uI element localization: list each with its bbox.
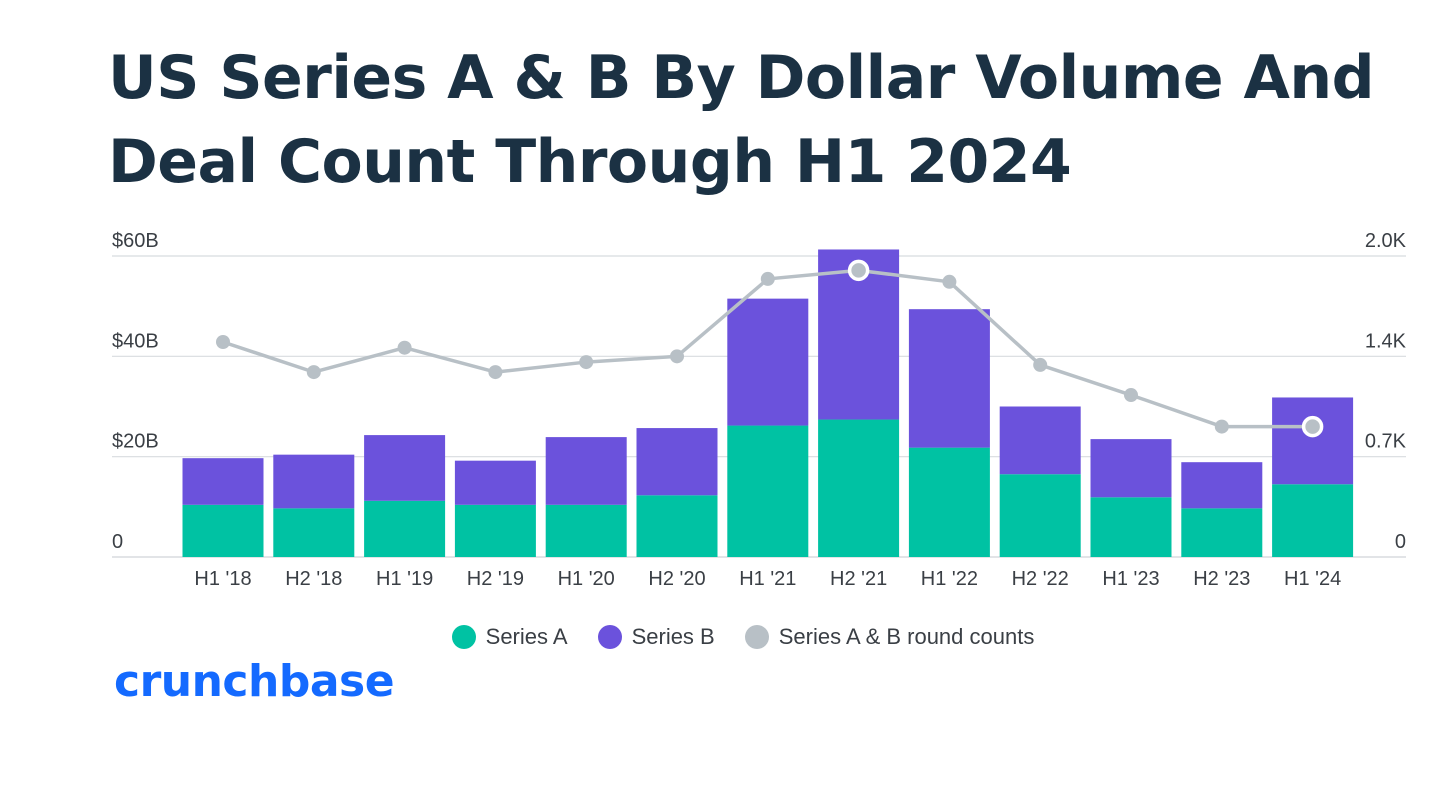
- line-point-round-counts: [488, 365, 503, 380]
- bar-series-a: [818, 419, 900, 557]
- bar-series-b: [454, 460, 536, 505]
- legend-label-series-b: Series B: [631, 624, 715, 649]
- left-axis-tick-label: $40B: [112, 330, 159, 352]
- x-axis-tick-label: H2 '21: [830, 568, 887, 590]
- bar-series-a: [545, 504, 627, 557]
- chart-legend: Series A Series B Series A & B round cou…: [0, 624, 1456, 650]
- crunchbase-logo: crunchbase: [114, 656, 395, 707]
- line-point-round-counts: [1033, 357, 1048, 372]
- line-point-round-counts: [670, 349, 684, 364]
- x-axis-tick-label: H1 '21: [739, 568, 796, 590]
- line-point-round-counts: [942, 274, 957, 289]
- right-axis-tick-label: 0.7K: [1365, 431, 1407, 453]
- bar-series-b: [1181, 462, 1263, 509]
- legend-label-series-a: Series A: [485, 624, 568, 649]
- line-point-round-counts: [579, 355, 594, 370]
- line-point-round-counts: [1214, 419, 1229, 434]
- x-axis-tick-label: H1 '20: [558, 568, 615, 590]
- line-point-round-counts: [847, 259, 870, 282]
- x-axis-tick-label: H1 '23: [1102, 568, 1159, 590]
- bar-series-a: [454, 504, 536, 557]
- bar-series-a: [1181, 508, 1263, 557]
- chart-title: US Series A & B By Dollar Volume And Dea…: [108, 43, 1375, 197]
- bar-series-a: [1272, 484, 1354, 557]
- x-axis-tick-label: H2 '18: [285, 568, 342, 590]
- line-point-round-counts: [760, 271, 775, 286]
- legend-item-series-a: Series A: [451, 624, 568, 650]
- bar-series-a: [273, 508, 355, 557]
- legend-item-round-counts: Series A & B round counts: [744, 624, 1035, 650]
- left-axis-tick-label: $60B: [112, 230, 159, 252]
- line-point-round-counts: [397, 340, 412, 355]
- legend-swatch-round-counts: [744, 625, 769, 649]
- bar-series-b: [364, 435, 446, 501]
- bar-series-a: [727, 425, 809, 557]
- bar-series-a: [364, 500, 446, 557]
- bar-series-b: [1090, 439, 1172, 498]
- right-axis-tick-label: 2.0K: [1365, 230, 1407, 252]
- bar-series-b: [182, 458, 264, 505]
- x-axis-tick-label: H2 '20: [648, 568, 705, 590]
- bar-series-a: [908, 447, 990, 557]
- legend-swatch-series-a: [451, 625, 476, 649]
- line-point-round-counts: [1124, 388, 1138, 403]
- right-axis-tick-label: 1.4K: [1365, 330, 1407, 352]
- right-axis-tick-label: 0: [1395, 531, 1406, 553]
- x-axis-tick-label: H1 '22: [921, 568, 978, 590]
- left-axis-tick-label: 0: [112, 531, 123, 553]
- x-axis-tick-label: H1 '24: [1284, 568, 1341, 590]
- bar-series-b: [908, 309, 990, 448]
- x-axis-tick-label: H2 '19: [467, 568, 524, 590]
- bar-series-b: [727, 298, 809, 426]
- legend-label-round-counts: Series A & B round counts: [778, 624, 1035, 649]
- bar-series-a: [182, 504, 264, 557]
- legend-item-series-b: Series B: [597, 624, 715, 650]
- bar-series-b: [545, 437, 627, 505]
- line-point-round-counts: [306, 365, 321, 380]
- x-axis-tick-label: H1 '18: [194, 568, 251, 590]
- legend-swatch-series-b: [597, 625, 622, 649]
- left-axis-tick-label: $20B: [112, 431, 159, 453]
- bar-series-a: [1090, 497, 1172, 557]
- x-axis-tick-label: H1 '19: [376, 568, 433, 590]
- x-axis-tick-label: H2 '23: [1193, 568, 1250, 590]
- bar-series-b: [1272, 397, 1354, 485]
- bar-series-a: [999, 474, 1081, 557]
- x-axis-tick-label: H2 '22: [1012, 568, 1069, 590]
- bar-series-b: [636, 428, 718, 496]
- line-point-round-counts: [1301, 415, 1324, 438]
- bar-series-b: [273, 454, 355, 509]
- bar-series-b: [999, 406, 1081, 475]
- line-point-round-counts: [216, 335, 230, 349]
- bar-series-a: [636, 495, 718, 557]
